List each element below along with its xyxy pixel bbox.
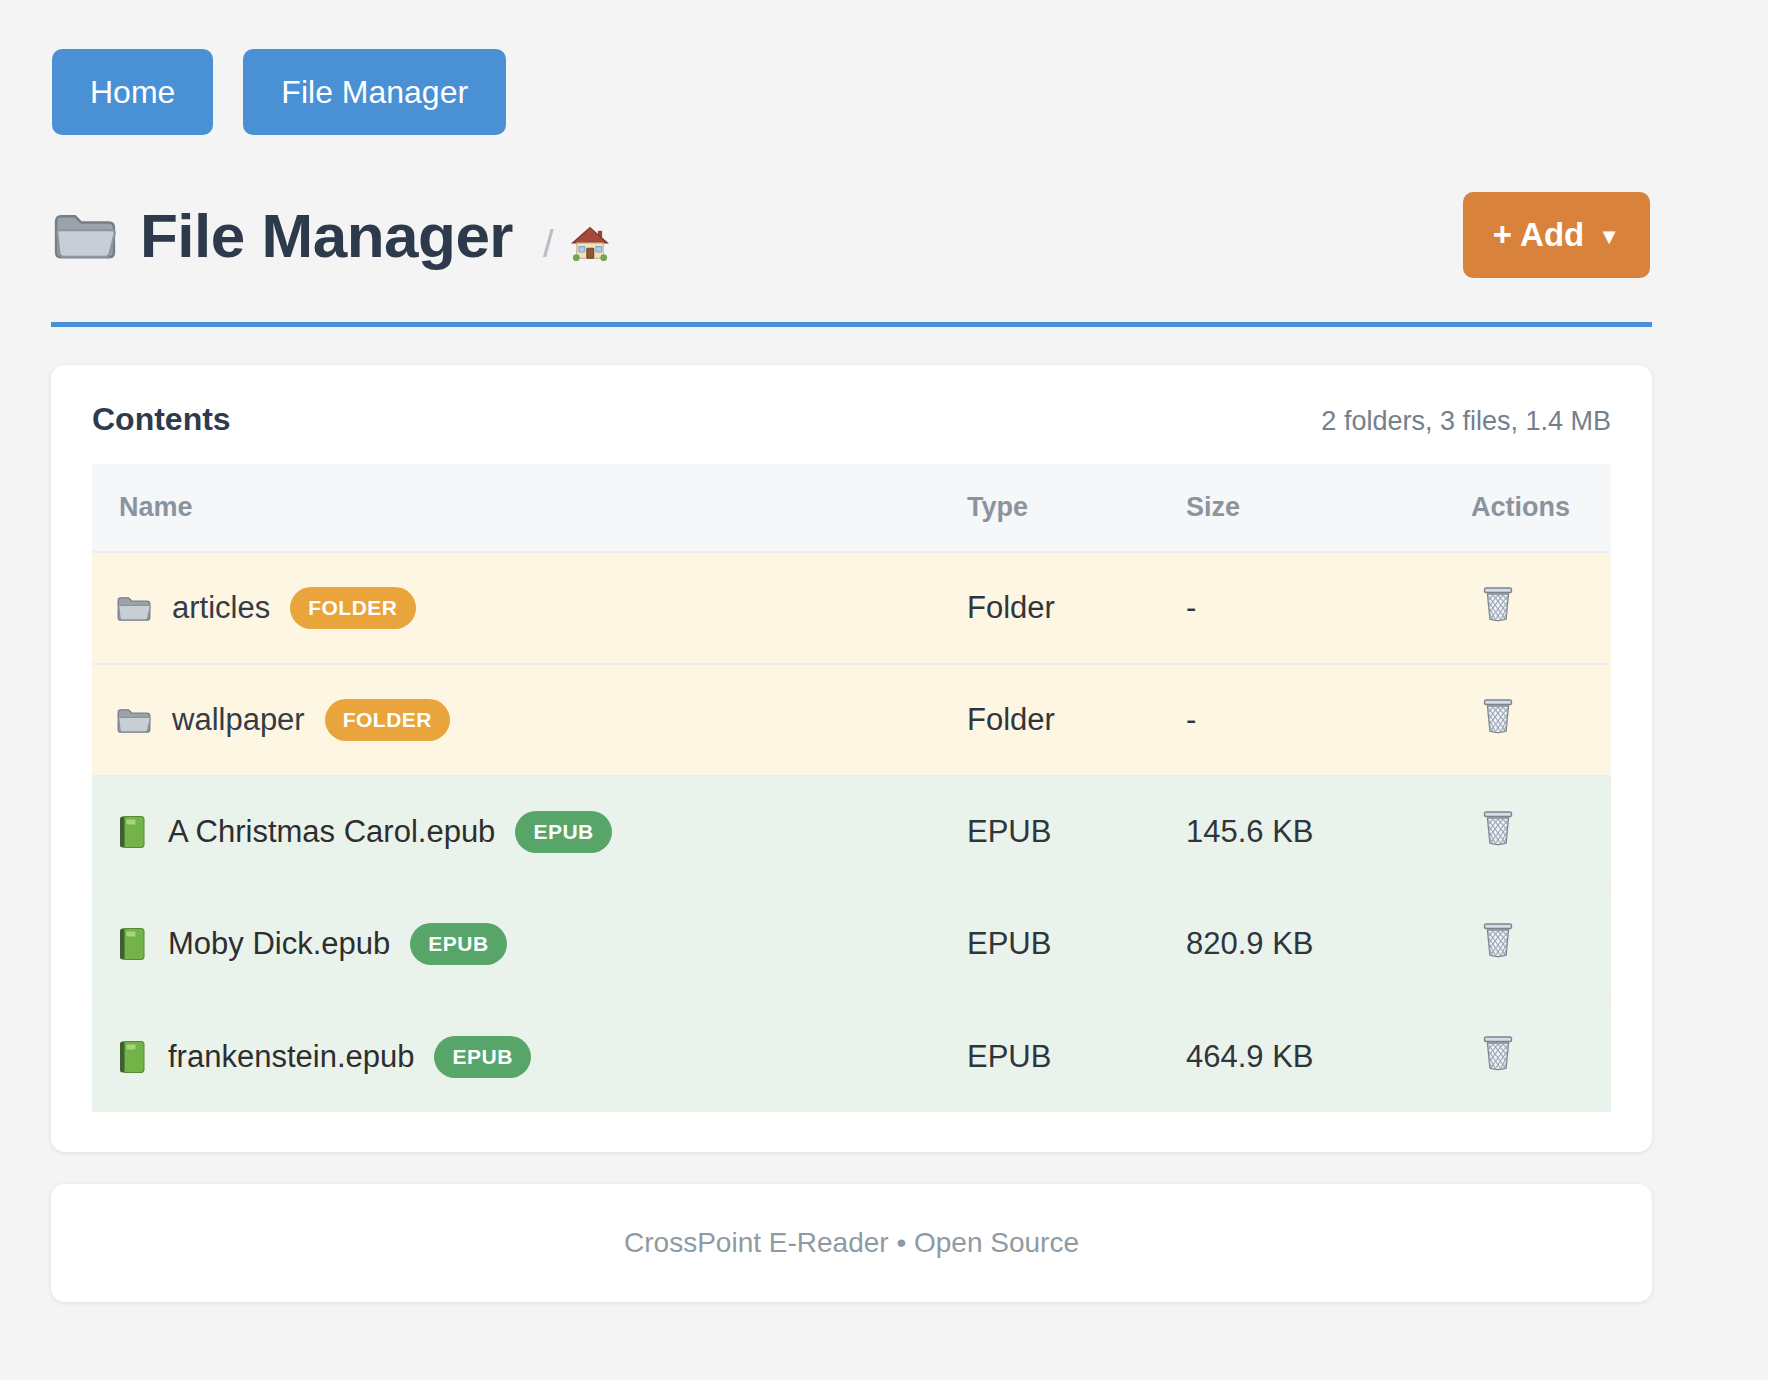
- file-name[interactable]: Moby Dick.epub: [168, 926, 390, 962]
- file-table: Name Type Size Actions: [92, 464, 1611, 1112]
- trash-icon: [1481, 585, 1515, 623]
- trash-icon: [1481, 921, 1515, 959]
- breadcrumb: /: [543, 223, 609, 266]
- card-title: Contents: [92, 401, 231, 438]
- add-button-label: + Add: [1493, 216, 1584, 254]
- delete-button[interactable]: [1471, 809, 1515, 850]
- file-name[interactable]: A Christmas Carol.epub: [168, 814, 495, 850]
- book-icon: [116, 814, 148, 850]
- type-badge: EPUB: [434, 1036, 530, 1078]
- book-icon: [116, 926, 148, 962]
- contents-card-header: Contents 2 folders, 3 files, 1.4 MB: [92, 401, 1611, 438]
- contents-summary: 2 folders, 3 files, 1.4 MB: [1321, 406, 1611, 437]
- cell-size: 464.9 KB: [1186, 1000, 1471, 1112]
- page-header: File Manager / + Add ▼: [52, 192, 1650, 278]
- folder-icon: [52, 207, 118, 263]
- column-header-actions: Actions: [1471, 464, 1611, 552]
- cell-size: -: [1186, 664, 1471, 776]
- cell-size: 145.6 KB: [1186, 776, 1471, 888]
- column-header-name: Name: [92, 464, 967, 552]
- trash-icon: [1481, 809, 1515, 847]
- accent-divider: [51, 322, 1652, 327]
- table-row[interactable]: frankenstein.epub EPUB EPUB 464.9 KB: [92, 1000, 1611, 1112]
- file-name[interactable]: wallpaper: [172, 702, 305, 738]
- top-nav: Home File Manager: [0, 0, 1768, 135]
- trash-icon: [1481, 1034, 1515, 1072]
- add-button[interactable]: + Add ▼: [1463, 192, 1650, 278]
- book-icon: [116, 1039, 148, 1075]
- cell-size: 820.9 KB: [1186, 888, 1471, 1000]
- delete-button[interactable]: [1471, 1034, 1515, 1075]
- delete-button[interactable]: [1471, 585, 1515, 626]
- type-badge: EPUB: [515, 811, 611, 853]
- table-row[interactable]: wallpaper FOLDER Folder -: [92, 664, 1611, 776]
- folder-icon: [116, 593, 152, 623]
- home-button[interactable]: Home: [52, 49, 213, 135]
- home-icon[interactable]: [571, 226, 609, 262]
- delete-button[interactable]: [1471, 921, 1515, 962]
- footer-text: CrossPoint E-Reader • Open Source: [624, 1227, 1079, 1259]
- delete-button[interactable]: [1471, 697, 1515, 738]
- table-row[interactable]: Moby Dick.epub EPUB EPUB 820.9 KB: [92, 888, 1611, 1000]
- column-header-size: Size: [1186, 464, 1471, 552]
- chevron-down-icon: ▼: [1598, 220, 1620, 250]
- contents-card: Contents 2 folders, 3 files, 1.4 MB Name…: [51, 365, 1652, 1152]
- cell-type: EPUB: [967, 1000, 1186, 1112]
- cell-size: -: [1186, 552, 1471, 664]
- cell-type: EPUB: [967, 776, 1186, 888]
- file-name[interactable]: articles: [172, 590, 270, 626]
- footer-card: CrossPoint E-Reader • Open Source: [51, 1184, 1652, 1302]
- folder-icon: [116, 705, 152, 735]
- breadcrumb-separator: /: [543, 223, 554, 266]
- table-row[interactable]: articles FOLDER Folder -: [92, 552, 1611, 664]
- title-group: File Manager /: [52, 200, 1463, 271]
- file-manager-button[interactable]: File Manager: [243, 49, 506, 135]
- trash-icon: [1481, 697, 1515, 735]
- file-name[interactable]: frankenstein.epub: [168, 1039, 414, 1075]
- type-badge: FOLDER: [325, 699, 450, 741]
- cell-type: EPUB: [967, 888, 1186, 1000]
- page-title: File Manager: [140, 200, 513, 271]
- table-row[interactable]: A Christmas Carol.epub EPUB EPUB 145.6 K…: [92, 776, 1611, 888]
- cell-type: Folder: [967, 552, 1186, 664]
- column-header-type: Type: [967, 464, 1186, 552]
- table-header-row: Name Type Size Actions: [92, 464, 1611, 552]
- type-badge: FOLDER: [290, 587, 415, 629]
- type-badge: EPUB: [410, 923, 506, 965]
- cell-type: Folder: [967, 664, 1186, 776]
